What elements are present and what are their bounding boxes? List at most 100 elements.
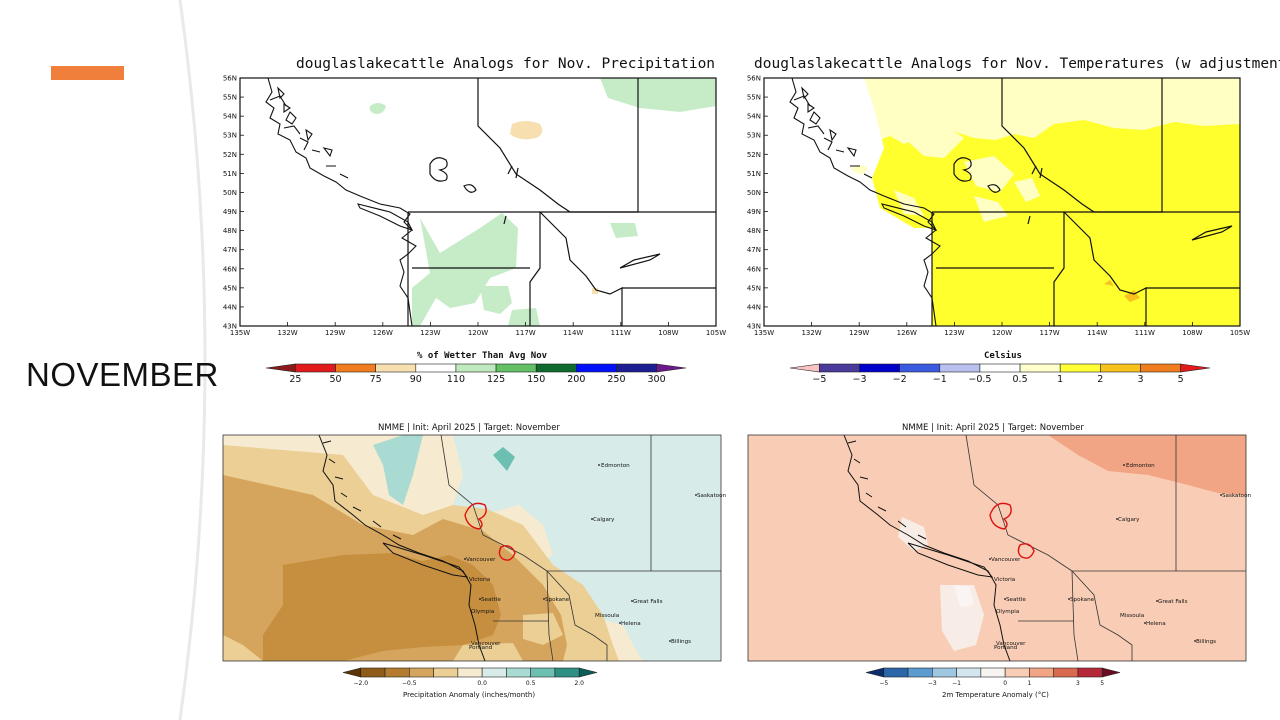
city-missoula: Missoula [1120,613,1144,619]
colorbar-swatch [939,363,981,373]
colorbar-tick-label: 0 [1003,680,1007,687]
colorbar-swatch [899,363,941,373]
colorbar-tick-label: 50 [329,374,341,385]
nmme-temp-title: NMME | Init: April 2025 | Target: Novemb… [902,423,1084,433]
lat-label: 45N [747,284,761,292]
colorbar-swatch [455,363,497,373]
lat-label: 49N [223,208,237,216]
colorbar-tick-label: 300 [648,374,666,385]
lat-label: 55N [747,94,761,102]
colorbar-tick-label: −5 [812,374,826,385]
colorbar-swatch [384,667,410,678]
colorbar-swatch [907,667,933,678]
city-missoula: Missoula [595,613,619,619]
colorbar-tick-label: −1 [952,680,961,687]
city-seattle: Seattle [481,597,501,603]
lat-label: 54N [747,113,761,121]
colorbar-swatch [980,667,1006,678]
nmme-precip-title: NMME | Init: April 2025 | Target: Novemb… [378,423,560,433]
nmme-precip-colorbar: −2.0 −0.5 0.0 0.5 2.0 [342,667,598,687]
lat-label: 44N [747,303,761,311]
lat-label: 56N [747,75,761,83]
city-vancouver: Vancouver [991,557,1021,563]
city-helena: Helena [1146,621,1166,627]
colorbar-swatch [576,363,617,373]
lat-label: 49N [747,208,761,216]
colorbar-tick-label: 150 [527,374,545,385]
city-great-falls: Great Falls [633,599,663,605]
lat-label: 55N [223,94,237,102]
colorbar-tick-label: −3 [853,374,867,385]
colorbar-end-high [656,363,687,373]
colorbar-tick-label: −5 [879,680,888,687]
lon-label: 123W [944,329,964,337]
colorbar-tick-label: −0.5 [402,680,417,687]
city-billings: Billings [1196,639,1216,645]
lat-label: 47N [747,246,761,254]
lon-label: 117W [1039,329,1059,337]
colorbar-tick-label: 0.5 [526,680,536,687]
colorbar-swatch [932,667,957,678]
colorbar-swatch [554,667,580,678]
lon-label: 114W [1087,329,1107,337]
lon-label: 129W [849,329,869,337]
city-calgary: Calgary [593,517,615,523]
lon-axis: 135W 132W 129W 126W 123W 120W 117W 114W 111W 108W… [754,322,1250,337]
city-edmonton: Edmonton [601,463,630,469]
colorbar-swatch [506,667,531,678]
lon-label: 108W [1182,329,1202,337]
lon-label: 111W [1135,329,1155,337]
lon-label: 117W [515,329,535,337]
colorbar-swatch [1019,363,1061,373]
lon-label: 120W [992,329,1012,337]
city-calgary: Calgary [1118,517,1140,523]
city-olympia: Olympia [471,609,494,615]
colorbar-end-low [865,667,885,678]
colorbar-tick-label: 25 [289,374,301,385]
analog-temp-colorbar-title: Celsius [984,351,1022,361]
warm-patch-ne [1048,435,1246,495]
colorbar-swatch [1100,363,1141,373]
colorbar-swatch [375,363,417,373]
colorbar-tick-label: 110 [447,374,465,385]
lon-label: 132W [801,329,821,337]
colorbar-end-high [578,667,598,678]
colorbar-tick-label: 5 [1100,680,1104,687]
colorbar-tick-label: 1 [1057,374,1063,385]
colorbar-tick-label: −2.0 [353,680,368,687]
wet-patch-wa [412,213,518,326]
lon-label: 123W [420,329,440,337]
core-dry-region [263,553,501,661]
nmme-temp-colorbar-label: 2m Temperature Anomaly (°C) [942,691,1049,699]
colorbar-swatch [956,667,982,678]
colorbar-swatch [495,363,537,373]
city-edmonton: Edmonton [1126,463,1155,469]
city-billings: Billings [671,639,691,645]
lat-label: 53N [747,132,761,140]
colorbar-swatch [415,363,457,373]
colorbar-swatch [616,363,657,373]
colorbar-swatch [1053,667,1079,678]
lat-label: 51N [747,170,761,178]
colorbar-swatch [457,667,483,678]
colorbar-swatch [1059,363,1101,373]
city-victoria: Victoria [994,577,1015,583]
analog-precip-title: douglaslakecattle Analogs for Nov. Preci… [296,56,716,72]
month-label: NOVEMBER [26,356,219,393]
lon-label: 129W [325,329,345,337]
lat-label: 56N [223,75,237,83]
lon-label: 120W [468,329,488,337]
wet-patch-coast [373,435,423,505]
colorbar-swatch [481,667,507,678]
city-saskatoon: Saskatoon [697,493,726,499]
colorbar-tick-label: 125 [487,374,505,385]
colorbar-tick-label: 200 [567,374,585,385]
colorbar-swatch [1077,667,1103,678]
lat-label: 48N [223,227,237,235]
colorbar-end-low [342,667,362,678]
city-helena: Helena [621,621,641,627]
nmme-temp-colorbar: −5 −3 −1 0 1 3 5 [865,667,1121,687]
lat-axis: 56N 55N 54N 53N 52N 51N 50N 49N 48N 47N 46N 45N 44N 4… [747,75,768,331]
lat-label: 48N [747,227,761,235]
